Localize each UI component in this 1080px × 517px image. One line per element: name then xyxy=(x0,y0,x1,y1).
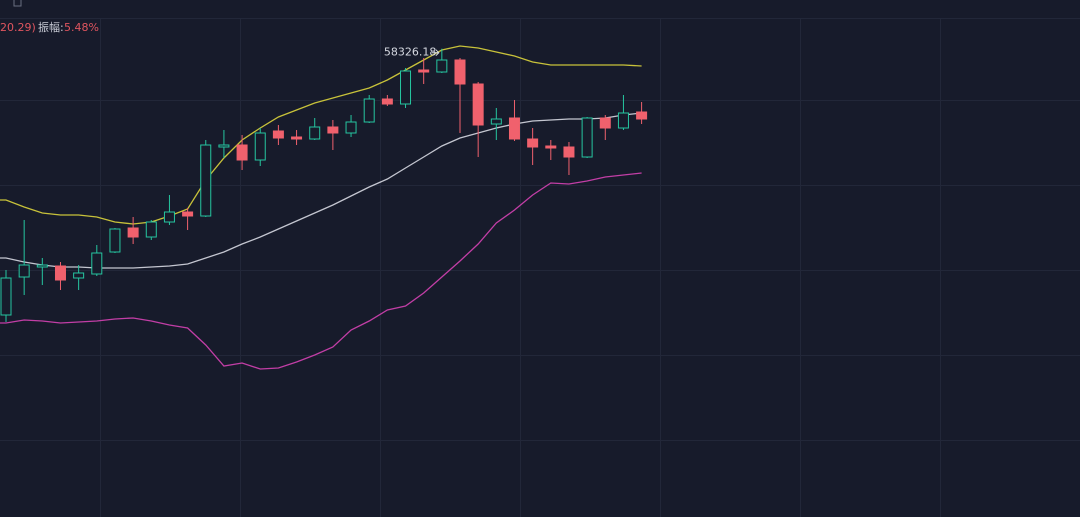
change-text: 20.29) xyxy=(0,21,36,34)
candle-body xyxy=(182,211,194,217)
high-arrow xyxy=(431,49,440,57)
candle-body xyxy=(363,98,375,123)
candle-body xyxy=(309,126,321,140)
candle-body xyxy=(291,136,303,140)
band-line xyxy=(0,172,642,370)
candle-body xyxy=(18,264,30,278)
candle-body xyxy=(236,144,248,161)
candle-body xyxy=(418,69,430,73)
candle-body xyxy=(527,138,539,148)
amplitude-value: 5.48% xyxy=(64,21,99,34)
candle-body xyxy=(91,252,103,275)
candle-body xyxy=(617,112,629,129)
candle-body xyxy=(36,264,48,268)
candle-body xyxy=(454,59,466,85)
band-line xyxy=(0,45,642,225)
candle-body xyxy=(508,117,520,140)
candle-body xyxy=(327,126,339,134)
candle-body xyxy=(163,211,175,223)
candle-body xyxy=(472,83,484,126)
candle-body xyxy=(636,111,648,120)
candle-body xyxy=(145,221,157,238)
candle-body xyxy=(599,117,611,129)
amplitude-label: 振幅: xyxy=(38,20,64,34)
candle-body xyxy=(581,117,593,158)
candle-body xyxy=(200,144,212,217)
grid xyxy=(0,18,1080,517)
candle-body xyxy=(54,265,66,281)
candle-body xyxy=(545,145,557,149)
candle-body xyxy=(218,144,230,148)
candle-body xyxy=(254,132,266,161)
candle-body xyxy=(436,59,448,73)
candle-body xyxy=(400,70,412,105)
candle-body xyxy=(490,118,502,125)
candle-body xyxy=(345,121,357,134)
icon xyxy=(13,0,22,7)
candle-body xyxy=(73,272,85,279)
candle-body xyxy=(127,227,139,238)
candle-body xyxy=(272,130,284,139)
candle-body xyxy=(381,98,393,105)
candle-body xyxy=(0,277,12,316)
high-label: 58326.18 xyxy=(384,46,437,59)
candle-body xyxy=(563,146,575,158)
candle-body xyxy=(109,228,121,253)
